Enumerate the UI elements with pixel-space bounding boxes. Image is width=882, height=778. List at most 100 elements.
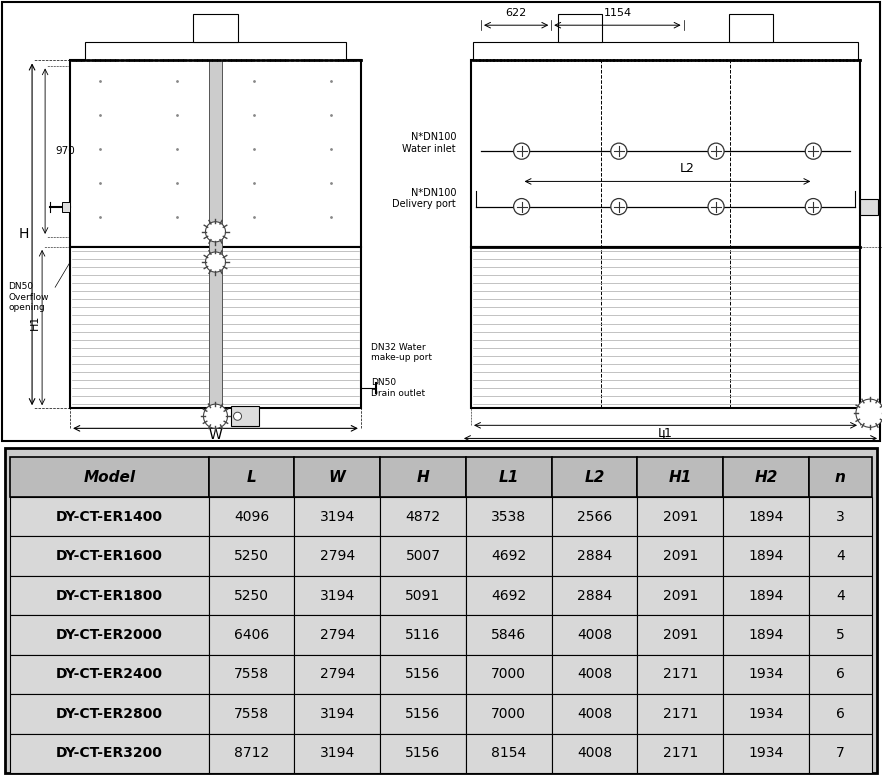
Text: N*DN100
Water inlet: N*DN100 Water inlet [402,132,456,154]
Bar [638,457,723,497]
Text: 2794: 2794 [319,668,355,682]
Text: 5156: 5156 [406,707,441,721]
Text: 4008: 4008 [577,746,612,760]
Text: 7: 7 [836,746,845,760]
Text: 6406: 6406 [234,628,269,642]
Text: DY-CT-ER2800: DY-CT-ER2800 [56,707,163,721]
Bar [809,734,872,773]
Bar [208,457,295,497]
Circle shape [206,252,226,272]
Text: N*DN100
Delivery port: N*DN100 Delivery port [392,187,456,209]
Circle shape [708,198,724,215]
Text: 5156: 5156 [406,668,441,682]
Text: DY-CT-ER1800: DY-CT-ER1800 [56,588,163,602]
Bar [809,536,872,576]
Bar [551,734,638,773]
Bar [638,576,723,615]
Text: DY-CT-ER1600: DY-CT-ER1600 [56,549,163,563]
Text: DY-CT-ER3200: DY-CT-ER3200 [56,746,163,760]
Bar [638,615,723,654]
Bar [208,497,295,536]
Bar [380,576,466,615]
Text: 2884: 2884 [577,549,612,563]
Bar [471,61,860,247]
Text: H: H [416,470,430,485]
Bar [10,615,208,654]
Bar [551,576,638,615]
Bar [723,497,809,536]
Text: 3194: 3194 [319,510,355,524]
Bar [208,576,295,615]
Text: W: W [209,429,222,443]
Text: 4: 4 [836,588,845,602]
Bar [210,61,221,423]
Text: 5116: 5116 [405,628,441,642]
Bar [208,536,295,576]
Text: 6: 6 [836,707,845,721]
Bar [10,497,208,536]
Text: DN50
Overflow
opening: DN50 Overflow opening [8,282,49,312]
Bar [638,654,723,694]
Text: 4872: 4872 [406,510,440,524]
Text: 7558: 7558 [234,668,269,682]
Circle shape [805,143,821,159]
Bar [208,734,295,773]
Bar [295,576,380,615]
Bar [551,457,638,497]
Bar [638,734,723,773]
Text: 3194: 3194 [319,707,355,721]
Text: DN50
Drain outlet: DN50 Drain outlet [370,378,425,398]
Bar [473,42,858,61]
Text: 1894: 1894 [748,588,783,602]
Bar [380,694,466,734]
Bar [193,14,237,42]
Text: 3194: 3194 [319,588,355,602]
Text: 4692: 4692 [491,549,527,563]
Text: 5007: 5007 [406,549,440,563]
Bar [723,654,809,694]
Text: 2091: 2091 [662,628,698,642]
Text: 2091: 2091 [662,510,698,524]
Bar [466,536,551,576]
Text: 3: 3 [836,510,845,524]
Text: H1: H1 [669,470,691,485]
Bar [466,576,551,615]
Text: 5846: 5846 [491,628,527,642]
Bar [380,615,466,654]
Bar [10,694,208,734]
Bar [10,734,208,773]
Circle shape [805,198,821,215]
Text: 5250: 5250 [234,549,269,563]
Bar [466,694,551,734]
Bar [295,615,380,654]
Circle shape [513,143,529,159]
Text: 8712: 8712 [234,746,269,760]
Bar [10,576,208,615]
Bar [723,694,809,734]
Text: 4: 4 [836,549,845,563]
Bar [723,576,809,615]
Bar [466,457,551,497]
Text: n: n [835,470,846,485]
Text: Model: Model [83,470,135,485]
Bar [551,497,638,536]
Bar [729,14,774,42]
Bar [638,497,723,536]
Bar [638,536,723,576]
Text: 3538: 3538 [491,510,527,524]
Bar [551,615,638,654]
Bar [551,536,638,576]
Text: L: L [662,429,669,443]
Bar [471,247,860,408]
Circle shape [708,143,724,159]
Text: 2091: 2091 [662,549,698,563]
Bar [295,497,380,536]
Text: DN32 Water
make-up port: DN32 Water make-up port [370,343,432,363]
Bar [380,654,466,694]
Text: 4008: 4008 [577,707,612,721]
Text: 5156: 5156 [406,746,441,760]
Text: 2566: 2566 [577,510,612,524]
Text: 1894: 1894 [748,549,783,563]
Circle shape [206,222,226,242]
Text: 8154: 8154 [491,746,527,760]
